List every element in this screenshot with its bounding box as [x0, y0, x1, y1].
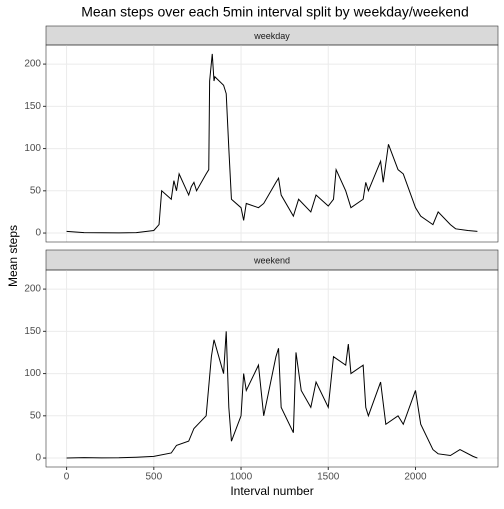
y-tick-label: 200	[24, 284, 41, 295]
y-tick-label: 50	[30, 185, 42, 196]
line	[66, 53, 478, 234]
x-tick-label: 1500	[317, 472, 340, 483]
y-tick-label: 150	[24, 326, 41, 337]
line	[66, 331, 478, 459]
y-tick-label: 0	[35, 228, 41, 239]
y-tick-label: 150	[24, 101, 41, 112]
strip-label: weekday	[253, 31, 290, 41]
x-tick-label: 1000	[230, 472, 253, 483]
y-tick-label: 100	[24, 368, 41, 379]
x-axis-label: Interval number	[230, 484, 313, 498]
y-axis-label: Mean steps	[6, 225, 20, 287]
chart-title: Mean steps over each 5min interval split…	[81, 4, 469, 20]
x-tick-label: 500	[145, 472, 162, 483]
y-tick-label: 100	[24, 143, 41, 154]
y-tick-label: 50	[30, 410, 42, 421]
y-tick-label: 200	[24, 59, 41, 70]
panel-border	[45, 269, 499, 468]
x-tick-label: 0	[64, 472, 70, 483]
y-tick-label: 0	[35, 453, 41, 464]
panel-border	[45, 44, 499, 243]
strip-label: weekend	[253, 255, 290, 265]
x-tick-label: 2000	[404, 472, 427, 483]
